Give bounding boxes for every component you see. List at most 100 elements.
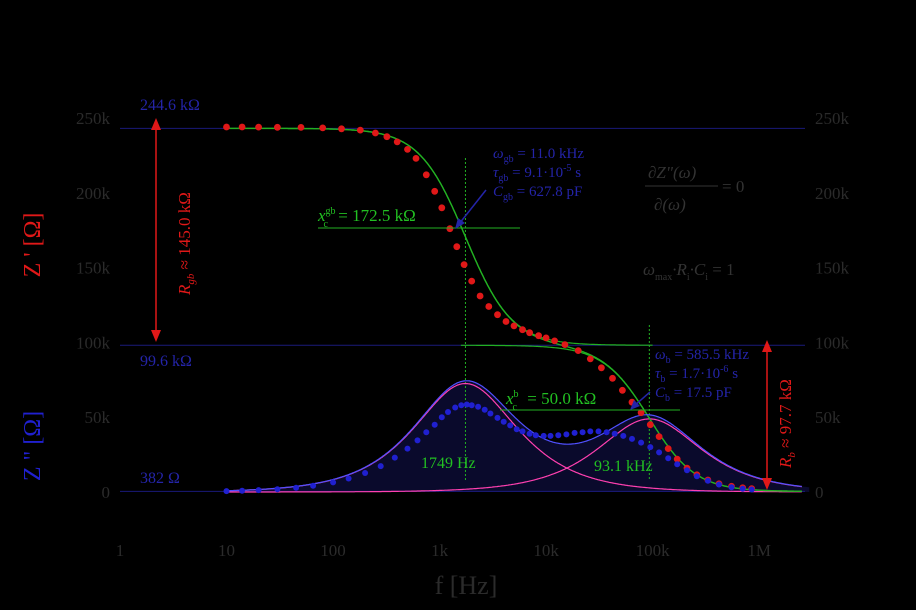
zreal-point [502, 318, 510, 325]
zimag-point [475, 403, 482, 410]
zimag-point [481, 406, 488, 413]
zimag-point [674, 461, 681, 468]
zimag-point [487, 410, 494, 417]
gb-pointer-arrow [455, 189, 487, 229]
zimag-point [629, 435, 635, 442]
zimag-point [579, 429, 586, 436]
zreal-point [274, 123, 281, 131]
zreal-point [551, 337, 558, 345]
zreal-point [476, 292, 484, 300]
equation-resonance: ωmax·Ri·Ci = 1 [643, 260, 735, 283]
svg-text:Cb = 17.5 pF: Cb = 17.5 pF [655, 385, 732, 404]
xcb-annotation: xb c = 50.0 kΩ [500, 389, 680, 413]
zimag-point [563, 431, 570, 438]
zimag-point [587, 428, 594, 435]
zreal-point [519, 326, 526, 334]
zimag-point [547, 432, 554, 439]
r-low-label: 382 Ω [140, 470, 180, 487]
zreal-point [561, 341, 569, 348]
zimag-point [362, 470, 369, 476]
zreal-point [542, 334, 550, 342]
gb-parameters: ωgb = 11.0 kHz τgb = 9.1·10-5 s Cgb = 62… [493, 146, 584, 203]
zimag-point [555, 432, 562, 439]
zreal-point [404, 146, 411, 153]
zreal-point [438, 204, 446, 212]
zimag-point [423, 429, 430, 436]
fit-imag-total-curve [226, 380, 802, 492]
zreal-point [598, 364, 605, 372]
zimag-point [519, 428, 526, 435]
zimag-point [684, 467, 690, 474]
x-tick-label: 10k [533, 541, 559, 560]
svg-text:Cgb = 627.8 pF: Cgb = 627.8 pF [493, 184, 582, 203]
zreal-point [431, 187, 439, 195]
zreal-point [510, 322, 518, 330]
zimag-point [620, 432, 627, 439]
axis-ticks: 1 10 100 1k 10k 100k 1M 0 0 50k 50k 100k 100k 150k 150… [76, 109, 850, 560]
r-top-label: 244.6 kΩ [140, 97, 200, 114]
y-tick-label-right: 200k [815, 184, 850, 203]
svg-text:xbc = 50.0 kΩ: xb c = 50.0 kΩ [505, 389, 596, 413]
zreal-point [673, 455, 681, 463]
y-tick-label-right: 250k [815, 109, 850, 128]
r-mid-label: 99.6 kΩ [140, 353, 192, 370]
zimag-point [255, 487, 262, 494]
zimag-point [223, 488, 230, 495]
zimag-point [716, 481, 722, 488]
zimag-point [431, 421, 438, 428]
zimag-point [603, 429, 610, 436]
zimag-point [638, 439, 645, 446]
zimag-point [611, 430, 618, 437]
zimag-point [647, 444, 654, 451]
zimag-point [540, 432, 547, 439]
y-tick-label-right: 0 [815, 483, 824, 502]
zimag-point [330, 479, 337, 486]
zimag-point [239, 487, 246, 494]
zimag-point [468, 402, 475, 409]
zimag-point [274, 486, 281, 493]
svg-text:τgb = 9.1·10-5 s: τgb = 9.1·10-5 s [493, 163, 581, 184]
y-tick-label-left: 0 [102, 483, 111, 502]
peak-b-label: 93.1 kHz [594, 458, 653, 475]
y-tick-label-left: 100k [76, 333, 111, 352]
zreal-point [468, 277, 476, 285]
zimag-point [748, 486, 755, 493]
x-axis-label: f [Hz] [435, 571, 498, 600]
zimag-point [458, 402, 465, 409]
zimag-point [507, 422, 514, 429]
rb-label: Rb ≈ 97.7 kΩ [776, 379, 798, 469]
zreal-point [446, 225, 454, 233]
x-tick-label: 1k [431, 541, 449, 560]
svg-text:ωb = 585.5 kHz: ωb = 585.5 kHz [655, 347, 749, 366]
zreal-point [637, 409, 645, 417]
svg-text:ωgb = 11.0 kHz: ωgb = 11.0 kHz [493, 146, 584, 165]
y-tick-label-left: 150k [76, 259, 111, 278]
zreal-point [297, 124, 305, 131]
zreal-point [494, 311, 501, 319]
zimag-point [391, 454, 398, 461]
svg-text:= 0: = 0 [722, 177, 744, 196]
zimag-point [345, 475, 352, 482]
equation-derivative: ∂Z"(ω) ∂(ω) = 0 [645, 163, 744, 214]
zimag-point [500, 418, 507, 425]
zimag-point [739, 485, 746, 492]
y-tick-label-right: 100k [815, 333, 850, 352]
rgb-arrow [151, 118, 161, 342]
svg-text:∂(ω): ∂(ω) [654, 195, 686, 214]
zimag-point [704, 477, 711, 484]
x-tick-label: 10 [218, 541, 235, 560]
y-tick-label-right: 50k [815, 408, 841, 427]
zreal-point [393, 138, 401, 146]
x-tick-label: 100k [636, 541, 671, 560]
rgb-label: Rgb ≈ 145.0 kΩ [175, 192, 197, 296]
zreal-point [223, 123, 230, 131]
zreal-point [655, 433, 663, 440]
zimag-point [571, 429, 578, 436]
zimag-point [377, 463, 384, 470]
zimag-point [532, 432, 539, 439]
b-pointer-arrow [630, 391, 651, 410]
zreal-point [319, 124, 327, 132]
